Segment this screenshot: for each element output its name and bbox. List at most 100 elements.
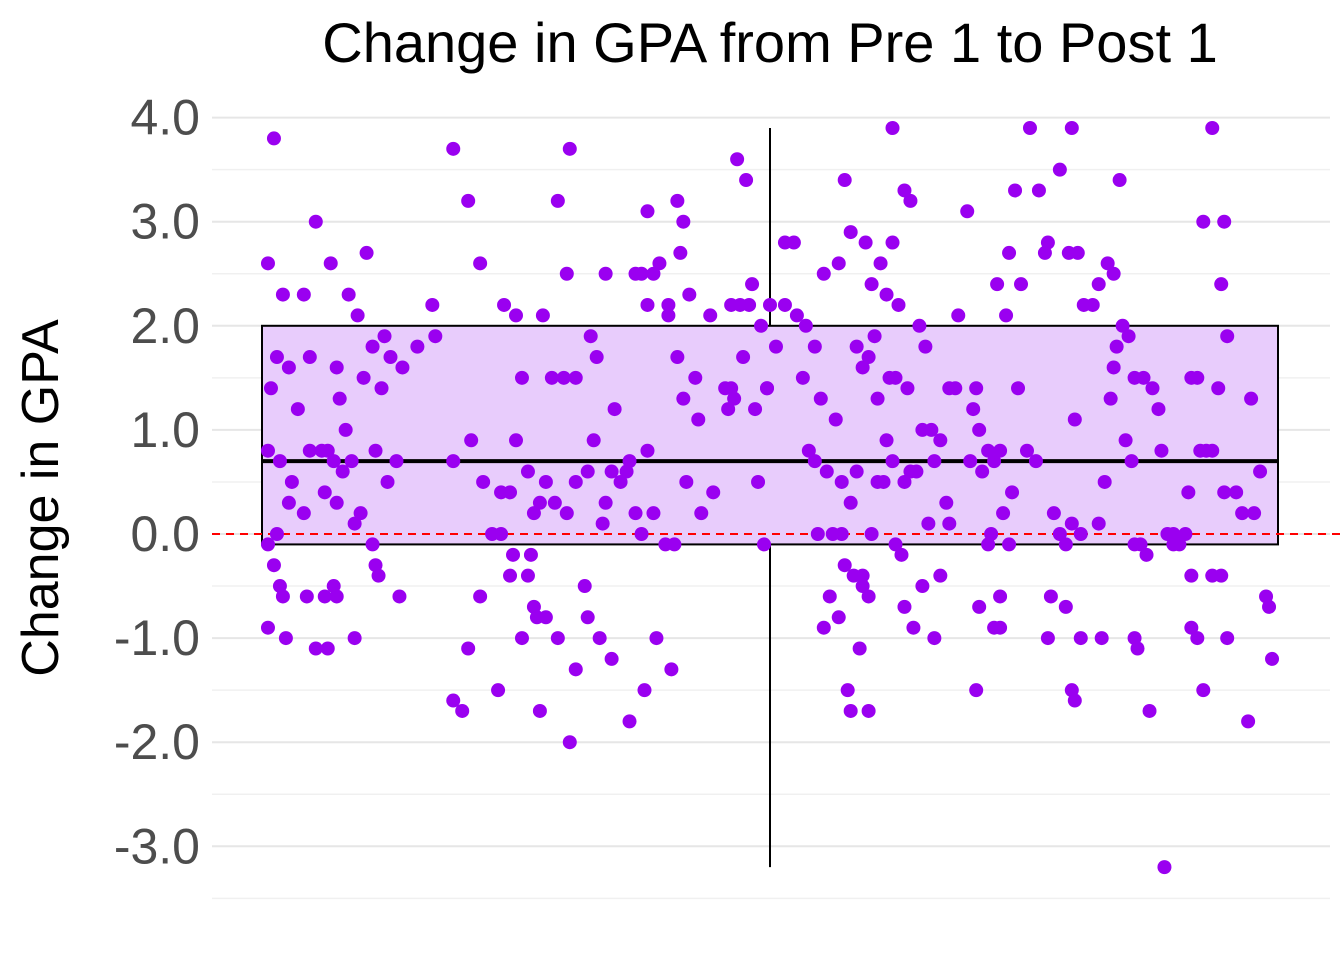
data-point <box>819 464 834 479</box>
data-point <box>562 141 577 156</box>
data-point <box>353 506 368 521</box>
data-point <box>568 370 583 385</box>
data-point <box>831 610 846 625</box>
data-point <box>290 402 305 417</box>
data-point <box>281 360 296 375</box>
data-point <box>547 495 562 510</box>
data-point <box>1136 370 1151 385</box>
data-point <box>951 308 966 323</box>
data-point <box>1247 506 1262 521</box>
data-point <box>682 287 697 302</box>
data-point <box>676 391 691 406</box>
data-point <box>296 287 311 302</box>
data-point <box>1121 329 1136 344</box>
data-point <box>742 297 757 312</box>
data-point <box>921 516 936 531</box>
data-point <box>595 516 610 531</box>
data-point <box>963 454 978 469</box>
data-point <box>526 506 541 521</box>
data-point <box>1106 360 1121 375</box>
data-point <box>1229 485 1244 500</box>
data-point <box>514 370 529 385</box>
data-point <box>990 277 1005 292</box>
data-point <box>948 381 963 396</box>
data-point <box>446 693 461 708</box>
data-point <box>649 631 664 646</box>
data-point <box>1181 485 1196 500</box>
data-point <box>640 297 655 312</box>
data-point <box>646 506 661 521</box>
data-point <box>320 641 335 656</box>
data-point <box>577 579 592 594</box>
data-point <box>763 297 777 312</box>
data-point <box>837 558 852 573</box>
y-tick-label: 4.0 <box>130 90 200 146</box>
data-point <box>356 370 371 385</box>
data-point <box>383 350 398 365</box>
data-point <box>885 121 900 136</box>
data-point <box>864 527 879 541</box>
data-point <box>1166 527 1181 541</box>
data-point <box>801 443 816 458</box>
data-point <box>834 474 849 489</box>
data-point <box>520 464 535 479</box>
data-point <box>993 620 1008 635</box>
data-point <box>562 735 577 750</box>
data-point <box>1178 527 1193 541</box>
y-tick-label: -3.0 <box>114 818 200 874</box>
data-point <box>996 506 1011 521</box>
data-point <box>299 589 314 604</box>
data-point <box>661 308 676 323</box>
data-point <box>260 443 275 458</box>
data-point <box>278 631 293 646</box>
data-point <box>1067 693 1082 708</box>
data-point <box>374 381 389 396</box>
data-point <box>840 683 855 698</box>
data-point <box>320 443 335 458</box>
data-point <box>810 527 825 541</box>
data-point <box>640 443 655 458</box>
data-point <box>667 537 682 552</box>
data-point <box>757 537 772 552</box>
data-point <box>568 662 583 677</box>
data-point <box>858 235 873 250</box>
data-point <box>1109 339 1124 354</box>
data-point <box>1214 277 1229 292</box>
data-point <box>326 579 341 594</box>
data-point <box>915 579 930 594</box>
data-point <box>1184 620 1199 635</box>
data-point <box>1184 568 1199 583</box>
data-point <box>900 381 915 396</box>
data-point <box>1244 391 1259 406</box>
data-point <box>580 610 595 625</box>
data-point <box>613 474 628 489</box>
data-point <box>637 683 652 698</box>
data-point <box>646 266 661 281</box>
data-point <box>586 433 601 448</box>
data-point <box>1241 714 1256 729</box>
data-point <box>1073 631 1088 646</box>
data-point <box>855 579 870 594</box>
data-point <box>1139 547 1154 562</box>
data-point <box>446 141 461 156</box>
data-point <box>777 297 792 312</box>
data-point <box>1064 121 1079 136</box>
data-point <box>867 329 882 344</box>
data-point <box>446 454 461 469</box>
data-point <box>514 631 529 646</box>
data-point <box>598 266 613 281</box>
data-point <box>861 703 876 718</box>
data-point <box>664 662 679 677</box>
data-point <box>538 474 553 489</box>
data-point <box>981 537 996 552</box>
data-point <box>1103 391 1118 406</box>
data-point <box>972 422 987 437</box>
data-point <box>798 318 813 333</box>
data-point <box>535 308 550 323</box>
data-point <box>568 474 583 489</box>
data-point <box>302 443 317 458</box>
data-point <box>1151 402 1166 417</box>
data-point <box>359 245 374 260</box>
data-point <box>795 370 810 385</box>
data-point <box>679 474 694 489</box>
